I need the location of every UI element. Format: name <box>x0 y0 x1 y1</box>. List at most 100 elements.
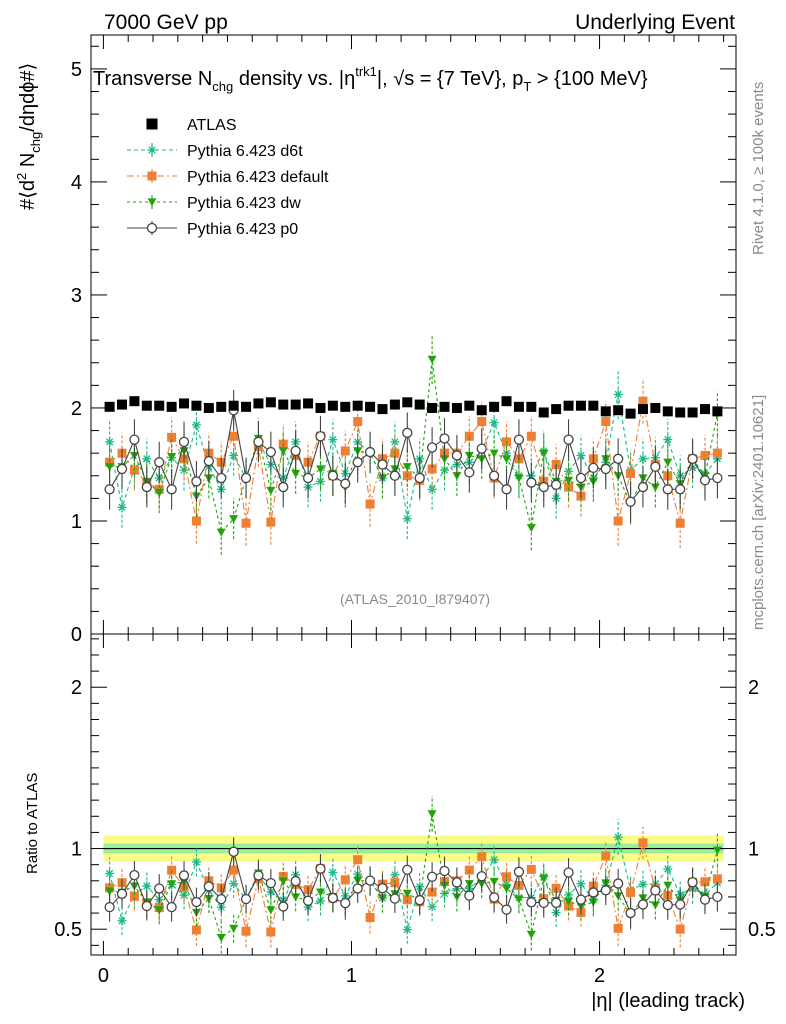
series-line <box>109 410 718 503</box>
legend-marker <box>147 198 157 207</box>
y-tick-label: 3 <box>71 285 82 307</box>
data-point <box>129 891 139 901</box>
data-point <box>637 404 648 415</box>
series-pythia-6-423-p0 <box>104 837 723 928</box>
data-point <box>154 400 165 411</box>
legend-marker <box>147 145 157 155</box>
data-point <box>266 906 276 915</box>
data-point <box>575 400 586 411</box>
data-point <box>439 865 450 877</box>
data-point <box>178 436 190 448</box>
data-point <box>526 401 537 412</box>
data-point <box>637 899 649 910</box>
series-line <box>109 401 718 524</box>
data-point <box>402 463 412 472</box>
data-point <box>340 446 350 456</box>
data-point <box>526 897 537 908</box>
data-point <box>712 846 722 855</box>
data-point <box>340 401 351 412</box>
data-point <box>687 453 698 464</box>
legend-marker <box>147 171 157 181</box>
data-point <box>154 457 165 468</box>
data-point <box>315 888 325 897</box>
data-point <box>638 396 648 406</box>
data-point <box>166 901 177 913</box>
data-point <box>489 855 499 865</box>
legend-marker <box>146 118 158 130</box>
data-point <box>105 457 115 467</box>
y-tick-label: 0.5 <box>54 919 82 941</box>
data-point <box>291 893 301 902</box>
data-point <box>601 417 611 427</box>
data-point <box>117 916 127 926</box>
data-point <box>489 877 499 886</box>
data-point <box>600 885 611 896</box>
data-point <box>700 877 710 887</box>
data-point <box>588 887 599 898</box>
data-point <box>502 455 512 464</box>
data-point <box>229 865 239 875</box>
data-point <box>476 405 487 416</box>
data-point <box>141 900 152 912</box>
y-tick-label: 5 <box>71 59 82 81</box>
data-point <box>613 832 623 842</box>
data-point <box>600 463 611 475</box>
data-point <box>663 864 673 874</box>
main-panel-data <box>104 334 723 555</box>
y-tick-label: 0 <box>71 624 82 646</box>
data-point <box>712 891 723 902</box>
data-point <box>228 400 239 411</box>
data-point <box>489 401 500 412</box>
data-point <box>588 462 599 474</box>
data-point <box>563 434 574 445</box>
data-point <box>105 463 115 472</box>
data-point <box>352 400 363 411</box>
data-point <box>365 499 375 509</box>
y-axis-title-ratio: Ratio to ATLAS <box>24 773 41 874</box>
data-point <box>389 399 400 410</box>
data-point <box>564 476 574 485</box>
data-point <box>303 398 314 409</box>
x-tick-label: 2 <box>594 965 605 987</box>
data-point <box>365 913 375 923</box>
data-point <box>228 846 239 857</box>
data-point <box>402 925 412 935</box>
data-point <box>116 888 128 899</box>
data-point <box>291 469 301 479</box>
data-point <box>588 400 599 411</box>
data-point <box>712 472 723 484</box>
data-point <box>364 875 376 886</box>
data-point <box>389 893 401 904</box>
data-point <box>191 400 202 411</box>
data-point <box>575 472 587 484</box>
data-point <box>427 810 437 819</box>
data-point <box>687 407 698 418</box>
data-point <box>266 486 276 495</box>
data-point <box>241 401 252 412</box>
data-point <box>476 443 487 454</box>
data-point <box>278 481 289 493</box>
chart-title: Transverse Nchg density vs. |ηtrk1|, √s … <box>93 64 648 94</box>
data-point <box>265 878 277 889</box>
data-point <box>340 478 351 489</box>
data-point <box>278 399 289 410</box>
data-point <box>253 436 264 448</box>
data-point <box>402 864 413 875</box>
data-point <box>240 893 252 905</box>
legend-entry: Pythia 6.423 default <box>127 169 329 186</box>
data-point <box>265 446 277 458</box>
data-point <box>650 402 661 413</box>
data-point <box>601 851 611 861</box>
data-point <box>539 874 549 883</box>
data-point <box>129 434 140 445</box>
data-point <box>166 484 177 495</box>
data-point <box>662 899 673 911</box>
data-point <box>712 448 722 458</box>
ratio-panel: 0.5 0.5 1 1 2 2 Ratio to ATLAS <box>24 633 776 956</box>
legend-entry: ATLAS <box>146 117 237 134</box>
data-point <box>278 871 288 881</box>
data-point <box>315 402 326 413</box>
data-point <box>575 894 587 905</box>
data-point <box>166 401 177 412</box>
data-point <box>526 930 536 939</box>
